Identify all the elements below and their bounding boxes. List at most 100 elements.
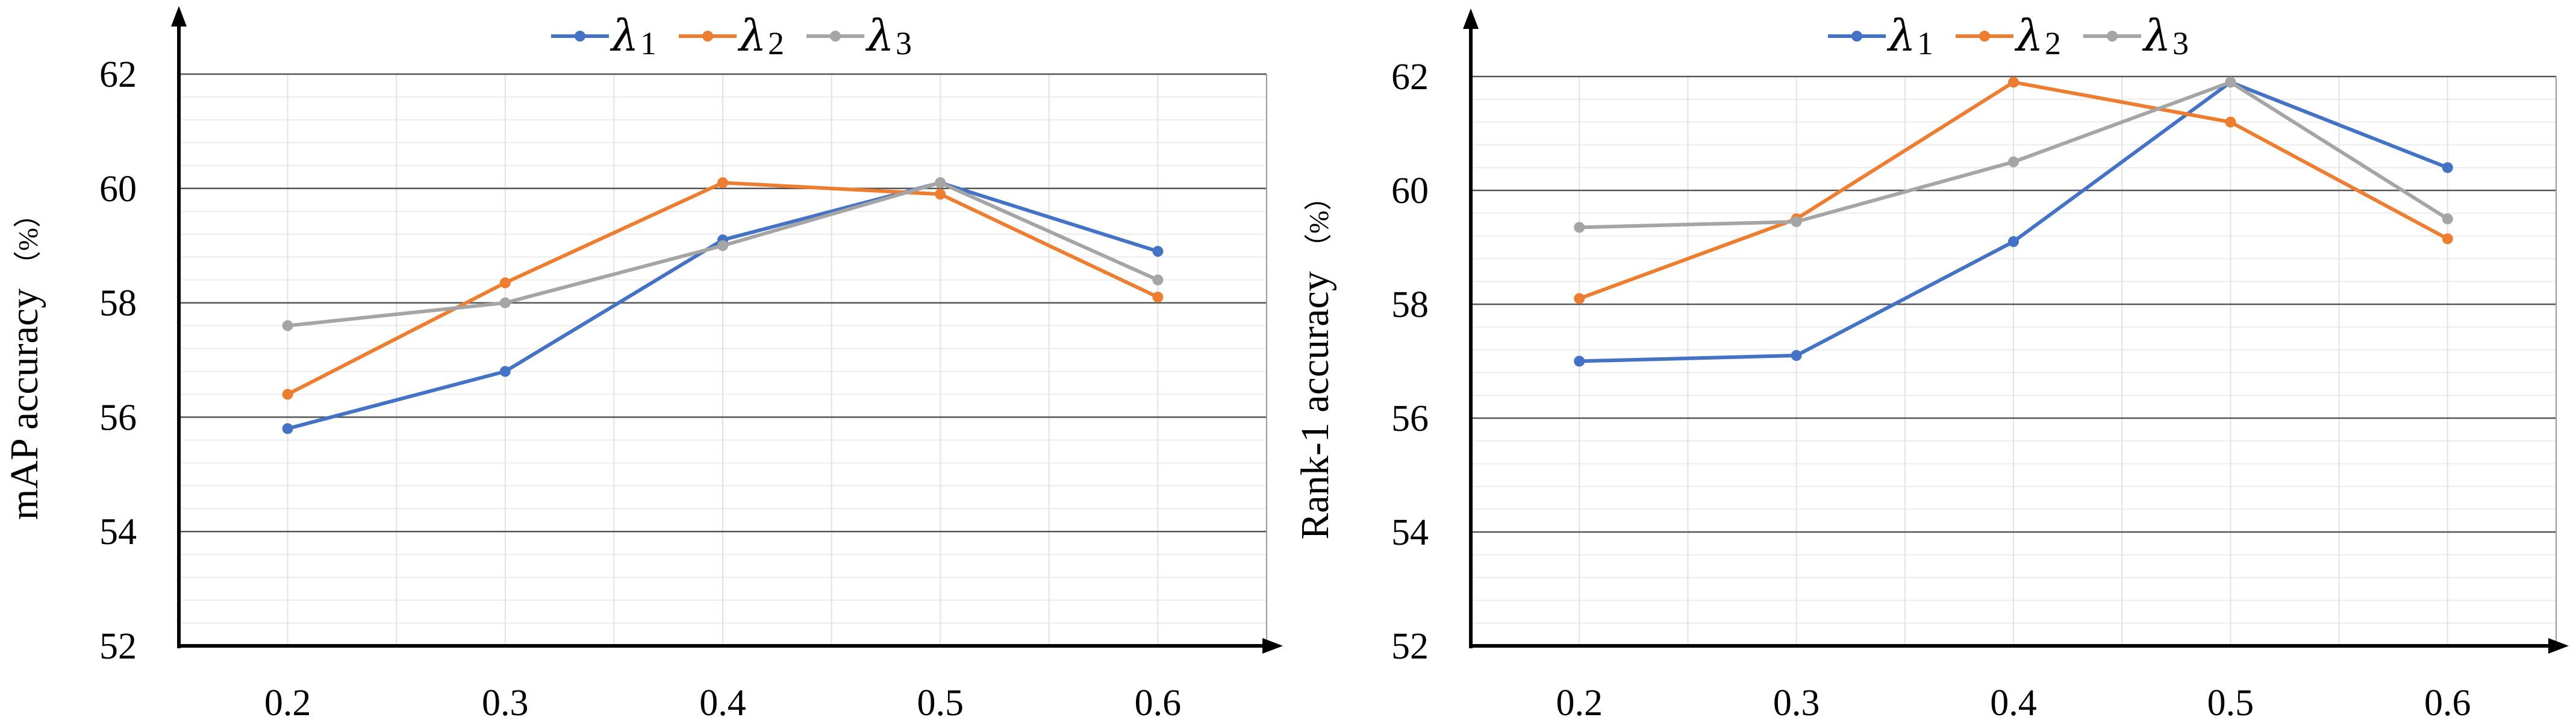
legend-symbol: λ: [2014, 10, 2044, 61]
y-tick-label: 60: [99, 169, 137, 210]
legend-subscript: 1: [640, 25, 656, 61]
y-tick-label: 52: [1391, 626, 1429, 667]
y-tick-label: 56: [1391, 398, 1429, 439]
x-tick-label: 0.6: [1135, 683, 1182, 724]
data-point: [2008, 156, 2019, 167]
series-λ2: [282, 177, 1164, 400]
x-tick-label: 0.4: [699, 683, 746, 724]
data-point: [1574, 293, 1585, 304]
minor-gridlines: [179, 74, 1267, 646]
data-point: [499, 277, 511, 289]
x-axis-arrow: [1262, 638, 1283, 654]
x-tick-label: 0.2: [264, 683, 311, 724]
series-λ3: [282, 177, 1164, 331]
y-axis-title: mAP accuracy （%）: [2, 200, 46, 520]
data-point: [282, 389, 293, 400]
data-point: [1152, 246, 1164, 257]
data-point: [1152, 292, 1164, 303]
legend-subscript: 1: [1917, 25, 1933, 61]
data-point: [2008, 77, 2019, 88]
x-tick-label: 0.4: [1990, 683, 2037, 724]
x-tick-label: 0.3: [1773, 683, 1820, 724]
chart-2: 52 54 56 58 60 62 0.2 0.3 0.4 0.5 0.6 Rank-1 accura…: [1293, 8, 2569, 724]
legend-symbol: λ: [1886, 10, 1916, 61]
y-tick-label: 60: [1391, 171, 1429, 211]
legend-symbol: λ: [610, 10, 639, 61]
y-axis-title: Rank-1 accuracy （%）: [1293, 183, 1337, 539]
data-point: [935, 177, 946, 189]
x-tick-labels: 0.2 0.3 0.4 0.5 0.6: [1556, 683, 2471, 724]
x-tick-label: 0.5: [917, 683, 964, 724]
y-axis-unit: （%）: [13, 200, 43, 278]
chart-1: 52 54 56 58 60 62 0.2 0.3 0.4 0.5 0.6 mAP accuracy …: [2, 6, 1283, 724]
legend-subscript: 2: [2045, 25, 2061, 61]
legend-symbol: λ: [865, 10, 894, 61]
y-tick-label: 52: [99, 626, 137, 667]
y-axis-arrow: [171, 6, 187, 27]
y-tick-label: 56: [99, 397, 137, 438]
data-point: [1574, 355, 1585, 367]
legend-swatch-marker: [830, 31, 841, 42]
x-tick-label: 0.2: [1556, 683, 1603, 724]
major-gridlines: [1471, 75, 2557, 646]
x-axis-arrow: [2548, 638, 2569, 654]
data-point: [1152, 274, 1164, 286]
y-axis-unit: （%）: [1303, 183, 1334, 261]
series-λ2: [1574, 77, 2453, 304]
legend-swatch-marker: [702, 31, 713, 42]
data-point: [499, 366, 511, 377]
data-point: [499, 297, 511, 308]
x-tick-label: 0.6: [2424, 683, 2471, 724]
x-tick-label: 0.3: [482, 683, 529, 724]
data-point: [1791, 216, 1802, 227]
y-tick-label: 62: [1391, 57, 1429, 98]
data-point: [282, 423, 293, 434]
legend-symbol: λ: [737, 10, 767, 61]
data-point: [2008, 236, 2019, 248]
legend-subscript: 3: [896, 25, 912, 61]
data-point: [2442, 233, 2453, 245]
minor-gridlines: [1471, 77, 2556, 646]
series-λ1: [282, 177, 1164, 434]
data-point: [935, 189, 946, 200]
data-point: [2225, 116, 2236, 128]
x-tick-label: 0.5: [2207, 683, 2254, 724]
series-λ3: [1574, 77, 2453, 233]
legend-symbol: λ: [2142, 10, 2171, 61]
data-point: [282, 320, 293, 331]
data-point: [717, 240, 728, 251]
legend-swatch-marker: [575, 31, 585, 42]
legend-swatch-marker: [2107, 31, 2118, 42]
legend-subscript: 2: [768, 25, 784, 61]
legend-swatch-marker: [1979, 31, 1990, 42]
y-tick-label: 58: [99, 283, 137, 324]
axes: [171, 6, 1283, 654]
y-axis-title-text: Rank-1 accuracy: [1293, 261, 1337, 540]
legend-swatch-marker: [1851, 31, 1862, 42]
y-axis-arrow: [1463, 8, 1479, 29]
y-tick-labels: 52 54 56 58 60 62: [99, 54, 137, 667]
data-point: [1574, 222, 1585, 233]
y-tick-label: 58: [1391, 284, 1429, 325]
legend-subscript: 3: [2172, 25, 2189, 61]
y-tick-labels: 52 54 56 58 60 62: [1391, 57, 1429, 667]
data-point: [1791, 350, 1802, 361]
major-gridlines: [179, 73, 1267, 646]
data-point: [2442, 213, 2453, 225]
y-tick-label: 54: [1391, 512, 1429, 553]
data-point: [2225, 77, 2236, 88]
x-tick-labels: 0.2 0.3 0.4 0.5 0.6: [264, 683, 1181, 724]
data-point: [717, 177, 728, 189]
y-tick-label: 54: [99, 512, 137, 552]
axes: [1463, 8, 2569, 654]
y-tick-label: 62: [99, 54, 137, 95]
